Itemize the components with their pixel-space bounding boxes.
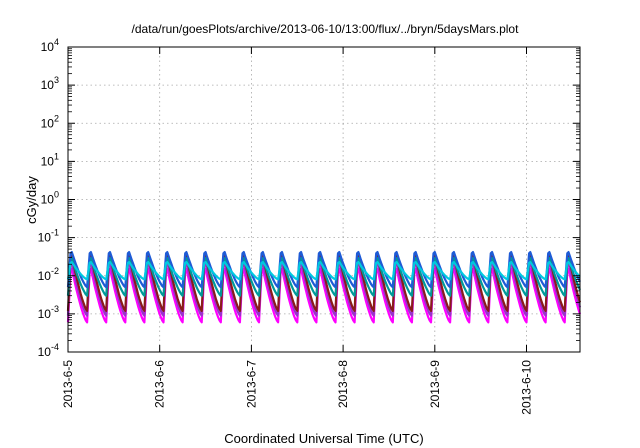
y-tick-exponent: 4	[54, 37, 59, 47]
chart-title: /data/run/goesPlots/archive/2013-06-10/1…	[132, 22, 520, 36]
y-tick-exponent: -3	[51, 304, 59, 314]
x-tick-label: 2013-6-9	[428, 360, 442, 408]
grid-lines	[68, 47, 580, 352]
series-group	[66, 251, 582, 324]
y-tick-exponent: 0	[54, 190, 59, 200]
x-tick-label: 2013-6-5	[61, 360, 75, 408]
y-tick-label: 104	[41, 37, 59, 54]
y-tick-label: 10-3	[38, 304, 59, 321]
y-tick-base: 10	[38, 269, 52, 283]
y-tick-base: 10	[41, 78, 55, 92]
y-tick-exponent: 2	[54, 113, 59, 123]
y-tick-exponent: -2	[51, 266, 59, 276]
y-tick-base: 10	[41, 116, 55, 130]
x-tick-label: 2013-6-8	[336, 360, 350, 408]
y-tick-base: 10	[38, 345, 52, 359]
x-axis-ticks: 2013-6-5 2013-6-6 2013-6-7 2013-6-8 2013-6-9…	[61, 47, 534, 415]
x-tick-label: 2013-6-6	[153, 360, 167, 408]
y-tick-label: 102	[41, 113, 59, 130]
y-tick-base: 10	[41, 40, 55, 54]
x-tick-label: 2013-6-7	[244, 360, 258, 408]
series-line-6	[66, 261, 581, 281]
y-tick-label: 10-2	[38, 266, 59, 283]
y-tick-base: 10	[41, 193, 55, 207]
y-axis-title: cGy/day	[24, 176, 39, 224]
x-tick-label: 2013-6-10	[520, 360, 534, 415]
y-tick-base: 10	[38, 307, 52, 321]
x-axis-title: Coordinated Universal Time (UTC)	[224, 431, 423, 446]
y-tick-label: 10-1	[38, 228, 59, 245]
series-line-2	[66, 261, 582, 317]
y-tick-base: 10	[41, 154, 55, 168]
series-line-5	[66, 251, 581, 289]
y-tick-exponent: 3	[54, 75, 59, 85]
y-tick-exponent: -1	[51, 228, 59, 238]
y-tick-label: 10-4	[38, 342, 59, 359]
y-tick-exponent: -4	[51, 342, 59, 352]
y-tick-label: 101	[41, 151, 59, 168]
series-line-1	[66, 267, 582, 324]
y-tick-label: 103	[41, 75, 59, 92]
y-tick-label: 100	[41, 190, 59, 207]
y-tick-base: 10	[38, 231, 52, 245]
y-tick-exponent: 1	[54, 151, 59, 161]
